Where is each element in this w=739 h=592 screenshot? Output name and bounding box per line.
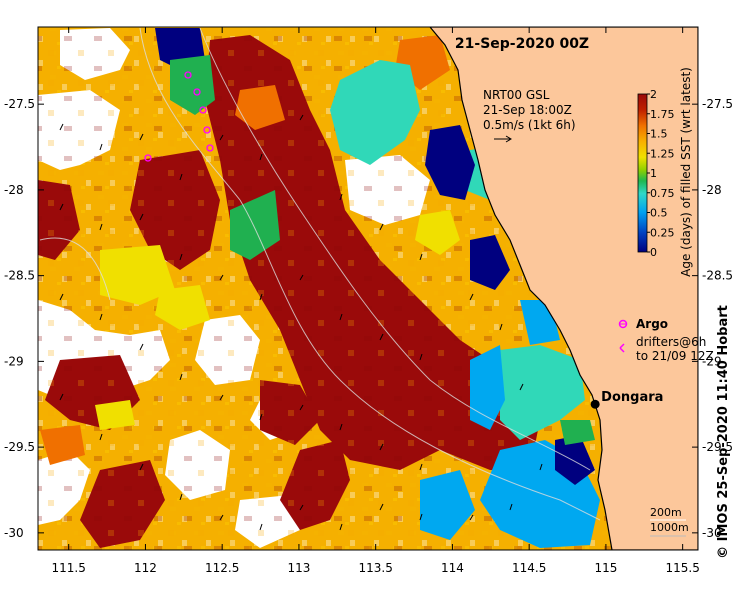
- sst-yellow-patches: [95, 210, 460, 430]
- drifters-label-1: drifters@6h: [636, 335, 706, 349]
- x-tick-label: 112.5: [205, 561, 239, 575]
- colorbar-tick-label: 0.25: [650, 226, 675, 239]
- colorbar: [637, 93, 648, 253]
- sst-green-patches: [170, 55, 595, 445]
- contour-200m-label: 200m: [650, 506, 682, 519]
- land-mass: [429, 27, 698, 550]
- contour-1000m-label: 1000m: [650, 521, 689, 534]
- current-scale-label: 0.5m/s (1kt 6h): [483, 118, 576, 132]
- x-tick-label: 114: [441, 561, 464, 575]
- y-axis: -27.5 -27.5 -28 -28 -28.5 -28.5 -29 -29 -29.5 -29…: [4, 97, 733, 540]
- x-tick-label: 112: [134, 561, 157, 575]
- bathymetry-contours: [39, 27, 601, 521]
- sst-blue-patches: [420, 300, 600, 548]
- colorbar-ticks: 2 1.75 1.5 1.25 1 0.75 0.5 0.25 0: [647, 88, 675, 259]
- current-time-label: 21-Sep 18:00Z: [483, 103, 572, 117]
- sst-navy-patches: [155, 28, 595, 485]
- argo-label: Argo: [636, 317, 668, 331]
- colorbar-tick-label: 1: [650, 167, 657, 180]
- x-tick-label: 113: [287, 561, 310, 575]
- credit-text: © IMOS 25-Sep-2020 11:40 Hobart: [716, 305, 731, 559]
- current-vectors: [59, 114, 543, 531]
- dongara-marker: [590, 399, 600, 409]
- y-tick-label: -29.5: [4, 440, 35, 454]
- x-tick-label: 114.5: [512, 561, 546, 575]
- colorbar-tick-label: 0.75: [650, 187, 675, 200]
- current-scale-arrow: [494, 135, 512, 143]
- y-tick-label-right: -28.5: [702, 269, 733, 283]
- map-plot-area: [38, 27, 698, 550]
- colorbar-tick-label: 1.75: [650, 108, 675, 121]
- y-tick-label: -28: [4, 183, 24, 197]
- y-tick-label: -27.5: [4, 97, 35, 111]
- x-tick-label: 115.5: [665, 561, 699, 575]
- y-tick-label: -29: [4, 354, 24, 368]
- argo-marker-icon: [618, 319, 628, 329]
- y-tick-label-right: -29: [702, 354, 722, 368]
- x-tick-label: 111.5: [52, 561, 86, 575]
- x-axis: 111.5 112 112.5 113 113.5 114 114.5 115 115.5: [52, 27, 700, 575]
- y-tick-label-right: -29.5: [702, 440, 733, 454]
- colorbar-tick-label: 2: [650, 88, 657, 101]
- y-tick-label: -28.5: [4, 269, 35, 283]
- drifter-marker-icon: [619, 343, 625, 353]
- colorbar-title: Age (days) of filled SST (wrt latest): [679, 67, 693, 277]
- colorbar-tick-label: 1.25: [650, 147, 675, 160]
- colorbar-tick-label: 1.5: [650, 128, 668, 141]
- current-product-label: NRT00 GSL: [483, 88, 550, 102]
- dongara-label: Dongara: [601, 390, 663, 405]
- x-tick-label: 113.5: [358, 561, 392, 575]
- y-tick-label-right: -28: [702, 183, 722, 197]
- argo-floats: [144, 71, 214, 162]
- plot-frame: [37, 26, 699, 551]
- y-tick-label: -30: [4, 526, 24, 540]
- x-tick-label: 115: [594, 561, 617, 575]
- map-title: 21-Sep-2020 00Z: [455, 36, 589, 52]
- y-tick-label-right: -27.5: [702, 97, 733, 111]
- y-tick-label-right: -30: [702, 526, 722, 540]
- colorbar-tick-label: 0: [650, 246, 657, 259]
- colorbar-tick-label: 0.5: [650, 207, 668, 220]
- drifters-label-2: to 21/09 12Z: [636, 349, 714, 363]
